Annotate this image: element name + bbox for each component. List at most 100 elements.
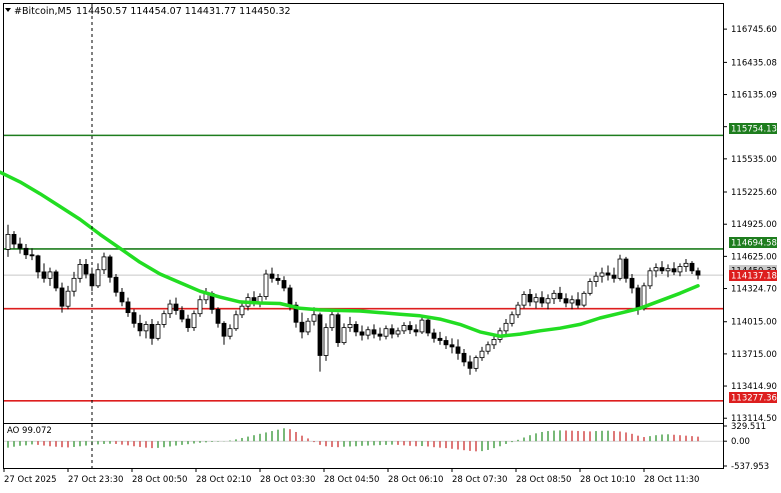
candle-body: [107, 256, 113, 278]
time-tick-label: 28 Oct 04:50: [324, 475, 379, 485]
candle-body: [659, 267, 665, 272]
time-tick-label: 28 Oct 06:10: [388, 475, 443, 485]
candle-body: [365, 329, 371, 336]
candle-body: [257, 296, 263, 303]
price-tick-label: 114925.00: [731, 220, 777, 230]
candle-body: [317, 314, 323, 356]
candle-body: [281, 280, 287, 289]
price-tick-label: 115535.00: [731, 155, 777, 165]
price-tick-label: 114625.00: [731, 252, 777, 262]
candle-body: [65, 290, 71, 307]
candle-body: [323, 327, 329, 356]
moving-average-line: [0, 170, 700, 338]
candle-body: [521, 294, 527, 306]
candle-body: [83, 264, 89, 275]
price-markers: 115754.13 114694.58 114450.32 114137.18 …: [729, 123, 777, 404]
candle-body: [23, 247, 29, 256]
candle-body: [473, 357, 479, 369]
candle-body: [509, 314, 515, 324]
candle-body: [611, 274, 617, 279]
price-tick-label: 113414.90: [731, 382, 777, 392]
candle-body: [35, 255, 41, 273]
marker-green-bg: [729, 123, 777, 134]
candle-body: [407, 325, 413, 331]
candle-body: [545, 298, 551, 304]
candle-body: [689, 262, 695, 272]
time-tick-label: 27 Oct 2025: [4, 475, 57, 485]
time-axis: 27 Oct 2025 27 Oct 23:30 28 Oct 00:50 28 Oc…: [3, 468, 699, 485]
time-tick-label: 27 Oct 23:30: [68, 475, 123, 485]
marker-green2-label: 114694.58: [731, 239, 777, 249]
time-tick-label: 28 Oct 07:30: [452, 475, 507, 485]
candle-body: [383, 328, 389, 337]
candle-body: [377, 333, 383, 337]
candle-body: [629, 277, 635, 289]
candle-body: [155, 324, 161, 339]
chart-header: #Bitcoin,M5 114450.57 114454.07 114431.7…: [5, 6, 291, 17]
price-tick-label: 115225.60: [731, 188, 777, 198]
price-tick-label: 114015.00: [731, 318, 777, 328]
candle-body: [305, 320, 311, 333]
price-tick-label: 113114.50: [731, 414, 777, 424]
candle-body: [665, 268, 671, 272]
candle-body: [197, 299, 203, 315]
candle-body: [119, 291, 125, 303]
candle-body: [683, 262, 689, 267]
candle-body: [11, 233, 17, 245]
candle-body: [371, 329, 377, 335]
ao-axis: 329.511 0.00 -537.953: [723, 422, 769, 472]
candle-body: [269, 273, 275, 279]
candle-body: [413, 329, 419, 333]
ohlc-values: 114450.57 114454.07 114431.77 114450.32: [76, 6, 291, 17]
candle-body: [395, 330, 401, 335]
candle-body: [161, 313, 167, 325]
candle-body: [563, 298, 569, 304]
ao-label: AO 99.072: [7, 426, 52, 436]
candle-body: [347, 324, 353, 329]
marker-green2-bg: [729, 237, 777, 248]
candle-body: [455, 346, 461, 354]
candle-body: [113, 276, 119, 293]
price-axis: 116745.60116435.08116135.09115835.301155…: [723, 25, 777, 424]
candle-body: [341, 327, 347, 344]
candle-body: [263, 273, 269, 297]
candle-body: [335, 314, 341, 344]
candle-body: [47, 271, 53, 279]
candle-body: [635, 287, 641, 309]
candle-body: [287, 287, 293, 306]
moving-average-layer: [0, 170, 700, 338]
dropdown-triangle-icon[interactable]: [5, 8, 11, 12]
candle-body: [431, 332, 437, 339]
candle-body: [569, 299, 575, 304]
candle-body: [311, 314, 317, 322]
time-tick-label: 28 Oct 08:50: [516, 475, 571, 485]
candle-body: [647, 270, 653, 287]
candle-body: [605, 272, 611, 276]
symbol-timeframe: #Bitcoin,M5: [14, 6, 72, 17]
ao-tick-label: 329.511: [731, 422, 766, 432]
candle-body: [389, 328, 395, 335]
candle-body: [533, 297, 539, 303]
ao-histogram-layer: [4, 428, 723, 452]
candle-body: [179, 310, 185, 320]
candle-body: [215, 309, 221, 324]
price-tick-label: 116135.09: [731, 91, 777, 101]
candle-body: [587, 281, 593, 294]
candle-body: [29, 254, 35, 257]
candle-body: [419, 319, 425, 333]
price-tick-label: 116435.08: [731, 58, 777, 68]
candle-body: [677, 266, 683, 273]
candle-body: [185, 318, 191, 329]
marker-red-label: 114137.18: [731, 272, 777, 282]
candle-body: [53, 271, 59, 289]
candle-body: [227, 328, 233, 337]
candle-body: [95, 269, 101, 287]
candle-body: [239, 305, 245, 316]
marker-red-bg: [729, 270, 777, 281]
candle-body: [581, 292, 587, 306]
candle-body: [299, 321, 305, 333]
time-tick-label: 28 Oct 02:10: [196, 475, 251, 485]
candle-body: [77, 264, 83, 279]
